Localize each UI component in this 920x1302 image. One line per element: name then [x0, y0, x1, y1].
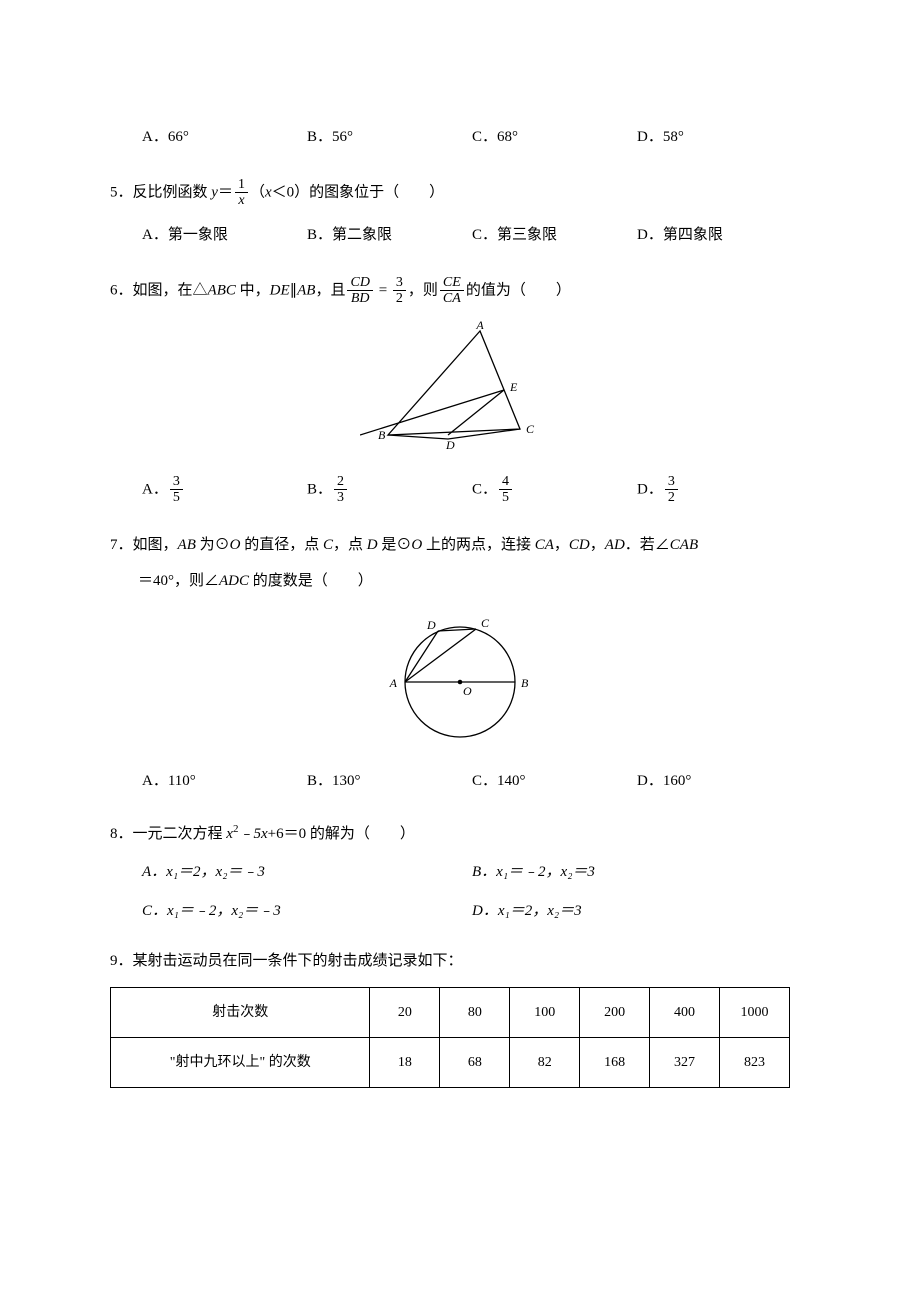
q7-label-d: D [426, 618, 436, 632]
q5-text-pre: 反比例函数 [133, 184, 212, 200]
q7-stem-line2: ＝40°，则∠ADC 的度数是（ ） [110, 570, 810, 593]
q7-label-o: O [463, 684, 472, 698]
q8-choices-row1: A．x₁＝2，x₂＝﹣3 B．x₁＝﹣2，x₂＝3 [110, 861, 810, 884]
q6-t3: ，且 [315, 282, 345, 298]
q8-choice-c: C．x₁＝﹣2，x₂＝﹣3 [142, 900, 472, 923]
q6-label-b: B [378, 428, 386, 442]
q6-choice-a: A．35 [142, 474, 307, 506]
q9-r1-c3: 100 [510, 987, 580, 1037]
q6-figure: A B C D E [110, 321, 810, 459]
q8-choice-d: D．x₁＝2，x₂＝3 [472, 900, 802, 923]
q9-r2-c6: 823 [719, 1037, 789, 1087]
q9-stem: 9．某射击运动员在同一条件下的射击成绩记录如下： [110, 950, 810, 973]
q5-frac: 1x [235, 177, 248, 209]
q9-r1-c2: 80 [440, 987, 510, 1037]
q9-number: 9． [110, 953, 133, 969]
q9-r1-c1: 20 [370, 987, 440, 1037]
q7-choice-a: A．110° [142, 770, 307, 793]
q4-choices: A．66° B．56° C．68° D．58° [110, 126, 810, 149]
q7-label-c: C [481, 616, 490, 630]
q6-triangle-svg: A B C D E [360, 321, 560, 451]
q7-figure: A B C D O [110, 607, 810, 755]
q7-choice-b: B．130° [307, 770, 472, 793]
q9-r2-c2: 68 [440, 1037, 510, 1087]
q5-stem: 5．反比例函数 y＝1x（x＜0）的图象位于（ ） [110, 177, 810, 209]
q9-r2-header: "射中九环以上" 的次数 [111, 1037, 370, 1087]
q5-choice-d: D．第四象限 [637, 224, 802, 247]
q5-x: x [265, 184, 272, 200]
q6-choices: A．35 B．23 C．45 D．32 [110, 474, 810, 506]
q5-choice-a: A．第一象限 [142, 224, 307, 247]
q7-choices: A．110° B．130° C．140° D．160° [110, 770, 810, 793]
q9-r1-header: 射击次数 [111, 987, 370, 1037]
q6-number: 6． [110, 282, 133, 298]
q7-stem-line1: 7．如图，AB 为⊙O 的直径，点 C，点 D 是⊙O 上的两点，连接 CA，C… [110, 534, 810, 557]
q9-r2-c3: 82 [510, 1037, 580, 1087]
q6-frac1: CDBD [347, 275, 372, 307]
q8-choice-b: B．x₁＝﹣2，x₂＝3 [472, 861, 802, 884]
q7-number: 7． [110, 537, 133, 553]
q4-choice-c: C．68° [472, 126, 637, 149]
q4-choice-b: B．56° [307, 126, 472, 149]
q9-table-row1: 射击次数 20 80 100 200 400 1000 [111, 987, 790, 1037]
q9-r2-c4: 168 [580, 1037, 650, 1087]
q5-choices: A．第一象限 B．第二象限 C．第三象限 D．第四象限 [110, 224, 810, 247]
q9-r1-c4: 200 [580, 987, 650, 1037]
q6-label-d: D [445, 438, 455, 451]
q4-choice-d: D．58° [637, 126, 802, 149]
q6-label-c: C [526, 422, 535, 436]
q5-y: y [211, 184, 218, 200]
question-6: 6．如图，在△ABC 中，DE∥AB，且CDBD = 32，则CECA的值为（ … [110, 275, 810, 506]
question-4-choices: A．66° B．56° C．68° D．58° [110, 126, 810, 149]
q6-label-a: A [475, 321, 484, 332]
q9-table-row2: "射中九环以上" 的次数 18 68 82 168 327 823 [111, 1037, 790, 1087]
q6-frac2: 32 [393, 275, 406, 307]
q9-table: 射击次数 20 80 100 200 400 1000 "射中九环以上" 的次数… [110, 987, 790, 1088]
q7-choice-d: D．160° [637, 770, 802, 793]
q7-label-b: B [521, 676, 529, 690]
q7-label-a: A [389, 676, 398, 690]
q6-choice-d: D．32 [637, 474, 802, 506]
q5-text-post: ＜0）的图象位于（ ） [272, 184, 445, 200]
question-8: 8．一元二次方程 x2﹣5x+6＝0 的解为（ ） A．x₁＝2，x₂＝﹣3 B… [110, 821, 810, 923]
q6-choice-c: C．45 [472, 474, 637, 506]
q6-ab: AB [297, 282, 315, 298]
question-7: 7．如图，AB 为⊙O 的直径，点 C，点 D 是⊙O 上的两点，连接 CA，C… [110, 534, 810, 793]
question-5: 5．反比例函数 y＝1x（x＜0）的图象位于（ ） A．第一象限 B．第二象限 … [110, 177, 810, 247]
q6-eq: = [375, 282, 391, 298]
q8-choices-row2: C．x₁＝﹣2，x₂＝﹣3 D．x₁＝2，x₂＝3 [110, 900, 810, 923]
q4-choice-a: A．66° [142, 126, 307, 149]
q5-number: 5． [110, 184, 133, 200]
q6-t4: ，则 [408, 282, 438, 298]
question-9: 9．某射击运动员在同一条件下的射击成绩记录如下： 射击次数 20 80 100 … [110, 950, 810, 1088]
q8-choice-a: A．x₁＝2，x₂＝﹣3 [142, 861, 472, 884]
q6-t1: 如图，在△ [133, 282, 208, 298]
q6-choice-b: B．23 [307, 474, 472, 506]
q5-choice-b: B．第二象限 [307, 224, 472, 247]
q9-r1-c5: 400 [650, 987, 720, 1037]
q6-t5: 的值为（ ） [466, 282, 571, 298]
q8-number: 8． [110, 826, 133, 842]
q6-label-e: E [509, 380, 518, 394]
q6-frac3: CECA [440, 275, 464, 307]
q9-r2-c5: 327 [650, 1037, 720, 1087]
q5-paren-open: （ [250, 184, 265, 200]
q9-r2-c1: 18 [370, 1037, 440, 1087]
q7-choice-c: C．140° [472, 770, 637, 793]
q8-stem: 8．一元二次方程 x2﹣5x+6＝0 的解为（ ） [110, 821, 810, 846]
q6-abc: ABC [208, 282, 236, 298]
q6-stem: 6．如图，在△ABC 中，DE∥AB，且CDBD = 32，则CECA的值为（ … [110, 275, 810, 307]
q7-circle-svg: A B C D O [375, 607, 545, 747]
q9-text: 某射击运动员在同一条件下的射击成绩记录如下： [133, 953, 463, 969]
q6-de: DE [270, 282, 290, 298]
q6-t2: 中， [236, 282, 270, 298]
q5-choice-c: C．第三象限 [472, 224, 637, 247]
q9-r1-c6: 1000 [719, 987, 789, 1037]
